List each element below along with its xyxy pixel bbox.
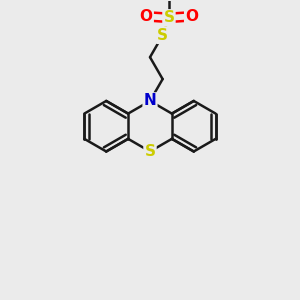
Text: S: S [157,28,168,43]
Text: N: N [144,94,156,109]
Text: S: S [164,10,174,25]
Text: S: S [145,144,155,159]
Text: O: O [185,9,198,24]
Text: O: O [140,9,153,24]
